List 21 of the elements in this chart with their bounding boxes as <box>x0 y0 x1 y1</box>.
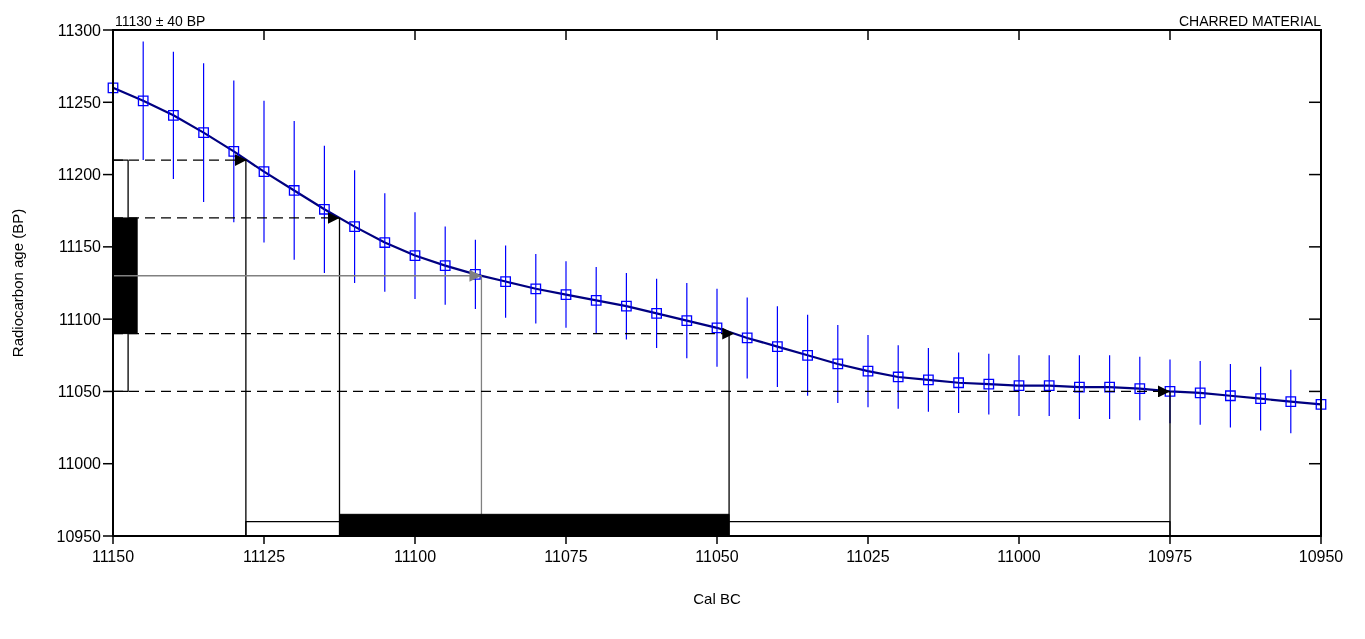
y-tick-label: 11050 <box>57 383 102 401</box>
x-tick-label: 10950 <box>1298 548 1344 565</box>
x-tick-label: 11025 <box>846 548 890 565</box>
y-tick-label: 11250 <box>57 93 102 111</box>
y-axis-title: Radiocarbon age (BP) <box>9 208 26 358</box>
x-tick-label: 11050 <box>695 548 739 565</box>
x-tick-label: 11100 <box>393 548 437 565</box>
x-tick-label: 11150 <box>91 548 135 565</box>
y-tick-label: 11300 <box>57 21 102 39</box>
text: CHARRED MATERIAL <box>1178 13 1322 29</box>
x-tick-label: 10975 <box>1147 548 1193 565</box>
y-tick-label: 11200 <box>57 166 102 184</box>
chart-title: 11130 ± 40 BP <box>115 13 206 29</box>
x-tick-label: 11075 <box>544 548 588 565</box>
x-tick-label: 11000 <box>997 548 1041 565</box>
y-tick-label: 10950 <box>56 527 102 545</box>
x-axis-title: Cal BC <box>693 590 741 607</box>
y-tick-label: 11150 <box>58 238 102 256</box>
y-tick-label: 11000 <box>57 455 102 473</box>
y-tick-label: 11100 <box>58 310 102 328</box>
x-tick-label: 11125 <box>242 548 286 565</box>
